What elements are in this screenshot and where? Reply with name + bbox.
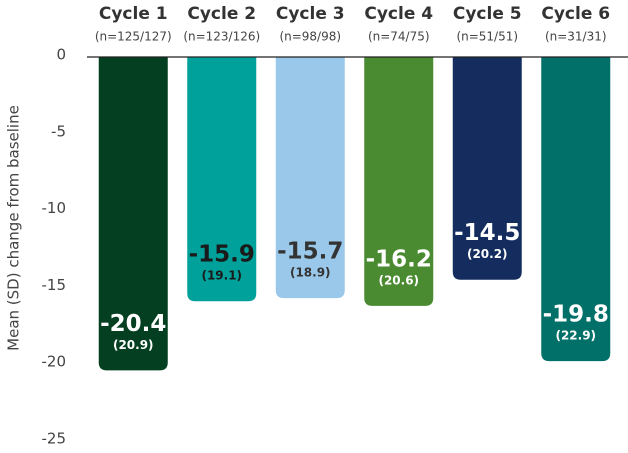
- value-label: -14.5: [454, 220, 520, 246]
- category-subtitle: (n=31/31): [545, 30, 607, 44]
- bar: [187, 57, 257, 302]
- category-subtitle: (n=125/127): [95, 30, 172, 44]
- sd-label: (19.1): [201, 269, 242, 283]
- value-label: -15.7: [277, 239, 343, 265]
- value-label: -16.2: [366, 246, 432, 272]
- category-label: Cycle 4: [364, 4, 433, 24]
- value-label: -15.9: [189, 242, 255, 268]
- category-label: Cycle 1: [99, 4, 168, 24]
- sd-label: (20.6): [378, 273, 419, 287]
- category-label: Cycle 3: [276, 4, 345, 24]
- value-label: -20.4: [100, 311, 166, 337]
- sd-label: (20.2): [467, 247, 508, 261]
- bar: [452, 57, 522, 280]
- bar: [98, 57, 168, 371]
- bar: [275, 57, 345, 299]
- category-subtitle: (n=51/51): [456, 30, 518, 44]
- y-tick-label: -10: [42, 199, 67, 217]
- value-label: -19.8: [543, 302, 609, 328]
- y-axis-label: Mean (SD) change from baseline: [5, 105, 23, 351]
- category-label: Cycle 5: [453, 4, 522, 24]
- sd-label: (22.9): [555, 329, 596, 343]
- category-subtitle: (n=98/98): [279, 30, 341, 44]
- y-tick-label: -20: [42, 353, 67, 371]
- sd-label: (18.9): [290, 266, 331, 280]
- category-label: Cycle 2: [187, 4, 256, 24]
- category-subtitle: (n=123/126): [183, 30, 260, 44]
- y-tick-label: -15: [42, 276, 67, 294]
- y-tick-label: -5: [51, 122, 66, 140]
- y-tick-label: -25: [42, 430, 67, 448]
- sd-label: (20.9): [113, 338, 154, 352]
- y-tick-label: 0: [56, 46, 66, 64]
- category-subtitle: (n=74/75): [368, 30, 430, 44]
- category-label: Cycle 6: [541, 4, 610, 24]
- bar: [541, 57, 611, 362]
- bar: [364, 57, 434, 306]
